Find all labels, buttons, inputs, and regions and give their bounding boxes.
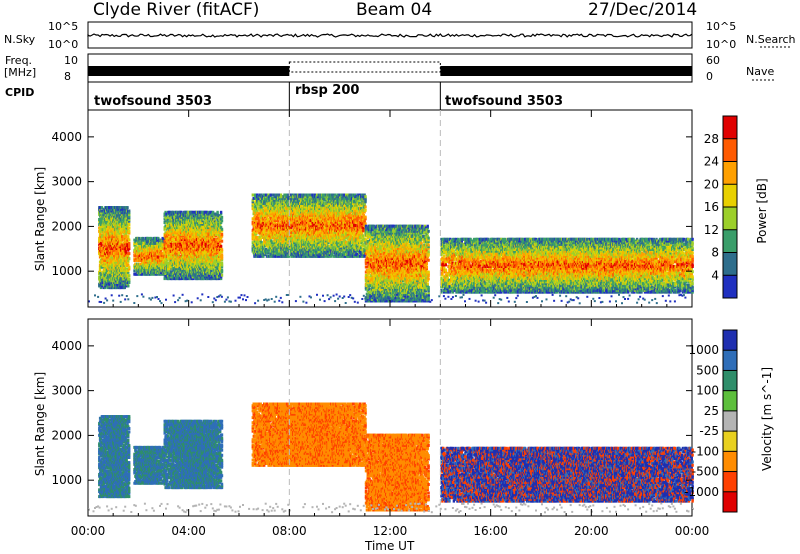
- nave-tick-bottom: 0: [706, 70, 713, 83]
- velocity-panel: 1000 2000 3000 4000 00:00 04:00 08:00 12:00 16:0…: [51, 318, 710, 538]
- velocity-ytick-label-0: 1000: [51, 473, 82, 487]
- noise-tick-right-top: 10^5: [706, 20, 736, 33]
- cpid-segment-1: twofsound 3503: [94, 94, 212, 109]
- freq-unit-label: [MHz]: [4, 66, 36, 79]
- velocity-colorbar-swatch-5: [723, 431, 737, 452]
- xtick-label-1: 04:00: [171, 524, 206, 538]
- power-colorbar-label: Power [dB]: [755, 161, 769, 261]
- noise-tick-bottom: 10^0: [48, 38, 78, 51]
- velocity-colorbar-swatch-3: [723, 390, 737, 412]
- noise-tick-top: 10^5: [48, 20, 78, 33]
- noise-trace: [87, 33, 693, 38]
- nave-label: Nave: [746, 65, 774, 78]
- freq-band-2: [440, 66, 692, 76]
- velocity-colorbar-label-1: 500: [696, 363, 719, 377]
- power-colorbar-swatch-2: [723, 161, 737, 185]
- colorbars: 28 24 20 16 12 8 4 1000 500 100 25 -25 -100 -500 -1000: [684, 115, 738, 513]
- power-data-cells: [88, 193, 694, 305]
- power-colorbar-label-3: 16: [704, 200, 719, 214]
- power-colorbar-swatch-3: [723, 184, 737, 208]
- velocity-colorbar-swatch-6: [723, 451, 737, 473]
- cpid-label: CPID: [5, 86, 34, 99]
- velocity-colorbar-swatch-7: [723, 471, 737, 493]
- power-ytick-label-2: 3000: [51, 175, 82, 189]
- velocity-ylabel: Slant Range [km]: [33, 364, 47, 484]
- power-colorbar-swatch-1: [723, 138, 737, 162]
- velocity-colorbar-swatch-8: [723, 491, 737, 513]
- nsky-label: N.Sky: [4, 33, 35, 46]
- nave-tick-top: 60: [706, 54, 720, 67]
- velocity-colorbar-label-4: -25: [699, 424, 719, 438]
- velocity-colorbar-swatch-4: [723, 410, 737, 432]
- velocity-colorbar-swatch-2: [723, 370, 737, 392]
- power-colorbar-swatch-7: [723, 275, 737, 299]
- x-axis-label: Time UT: [365, 539, 414, 553]
- noise-tick-right-bottom: 10^0: [706, 38, 736, 51]
- velocity-colorbar-label-3: 25: [704, 404, 719, 418]
- velocity-colorbar-swatch-1: [723, 350, 737, 371]
- power-ytick-label-3: 4000: [51, 130, 82, 144]
- velocity-colorbar-frame: [722, 329, 738, 513]
- power-ylabel: Slant Range [km]: [33, 159, 47, 279]
- velocity-colorbar-swatch-0: [723, 330, 737, 351]
- cpid-segment-2: rbsp 200: [295, 83, 359, 98]
- velocity-colorbar-label-2: 100: [696, 384, 719, 398]
- freq-tick-bottom: 8: [64, 70, 71, 83]
- nave-dotted: [288, 61, 441, 73]
- velocity-ytick-label-3: 4000: [51, 339, 82, 353]
- power-colorbar-label-2: 20: [704, 177, 719, 191]
- velocity-colorbar-label-5: -100: [692, 444, 719, 458]
- status-panels: [87, 21, 790, 110]
- power-colorbar-label-4: 12: [704, 223, 719, 237]
- date-title: 27/Dec/2014: [588, 0, 697, 20]
- power-colorbar-label-0: 28: [704, 132, 719, 146]
- power-colorbar-swatch-0: [723, 116, 737, 140]
- cpid-segment-3: twofsound 3503: [445, 94, 563, 109]
- velocity-colorbar-label-7: -1000: [684, 485, 719, 499]
- xtick-label-5: 20:00: [574, 524, 609, 538]
- power-colorbar-label-6: 4: [711, 268, 719, 282]
- station-title: Clyde River (fitACF): [93, 0, 259, 20]
- xtick-label-2: 08:00: [272, 524, 307, 538]
- freq-label: Freq.: [5, 54, 32, 67]
- power-colorbar-label-5: 8: [711, 246, 719, 260]
- freq-tick-top: 10: [64, 54, 78, 67]
- nsearch-label: N.Search: [746, 33, 796, 46]
- velocity-ytick-label-1: 2000: [51, 428, 82, 442]
- xtick-label-4: 16:00: [473, 524, 508, 538]
- power-colorbar-swatch-4: [723, 207, 737, 231]
- power-colorbar-label-1: 24: [704, 155, 719, 169]
- xtick-label-6: 00:00: [675, 524, 710, 538]
- velocity-ytick-label-2: 3000: [51, 384, 82, 398]
- freq-band-1: [88, 66, 290, 76]
- xtick-label-3: 12:00: [373, 524, 408, 538]
- xtick-label-0: 00:00: [71, 524, 106, 538]
- beam-title: Beam 04: [356, 0, 432, 20]
- velocity-colorbar-label-0: 1000: [688, 343, 719, 357]
- power-colorbar-swatch-5: [723, 229, 737, 253]
- velocity-data-cells: [88, 402, 694, 514]
- velocity-colorbar-label-6: -500: [692, 465, 719, 479]
- power-colorbar-swatch-6: [723, 252, 737, 276]
- power-ytick-label-0: 1000: [51, 264, 82, 278]
- power-panel: 1000 2000 3000 4000: [51, 109, 694, 308]
- velocity-colorbar-label: Velocity [m s^-1]: [760, 364, 774, 474]
- power-ytick-label-1: 2000: [51, 219, 82, 233]
